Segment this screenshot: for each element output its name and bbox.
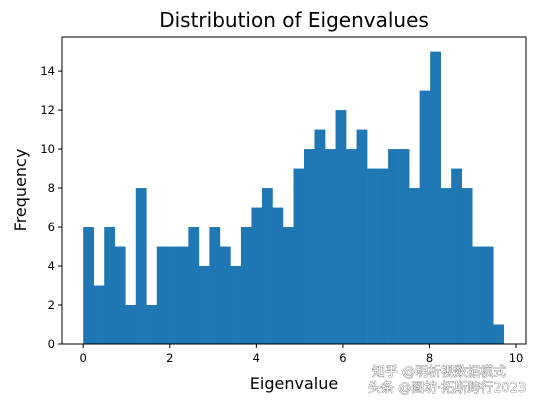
histogram-bar — [461, 188, 473, 344]
histogram-bar — [419, 90, 431, 344]
histogram-bar — [303, 149, 315, 344]
y-tick-label: 14 — [40, 64, 55, 78]
histogram-bar — [325, 149, 336, 344]
histogram-bar — [346, 149, 357, 344]
histogram-bar — [209, 227, 221, 344]
histogram-bar — [440, 188, 452, 344]
watermark-zhihu: 知乎 @明析视数据模式 — [372, 364, 506, 380]
histogram-bar — [367, 168, 378, 344]
histogram-bar — [314, 129, 326, 344]
histogram-bar — [167, 246, 179, 344]
bars-group — [83, 51, 505, 344]
histogram-bar — [93, 285, 105, 344]
histogram-bar — [398, 149, 410, 344]
histogram-bar — [282, 227, 294, 344]
histogram-bar — [409, 188, 420, 344]
histogram-bar — [356, 129, 368, 344]
histogram-bar — [272, 207, 284, 344]
histogram-bar — [472, 246, 484, 344]
histogram-bar — [335, 110, 347, 344]
histogram-bar — [293, 168, 305, 344]
histogram-bar — [156, 246, 168, 344]
histogram-bar — [261, 188, 273, 344]
histogram-bar — [493, 324, 505, 344]
y-tick-label: 8 — [48, 181, 55, 195]
histogram-bar — [104, 227, 116, 344]
y-tick-label: 0 — [48, 337, 55, 351]
histogram-bar — [135, 188, 147, 344]
histogram-bar — [219, 246, 231, 344]
histogram-bar — [388, 149, 399, 344]
histogram-bar — [146, 305, 158, 344]
y-tick-label: 4 — [48, 259, 55, 273]
y-tick-label: 10 — [40, 142, 55, 156]
histogram-bar — [451, 168, 462, 344]
x-tick-label: 6 — [339, 351, 346, 365]
y-tick-label: 2 — [48, 298, 55, 312]
histogram-bar — [188, 227, 200, 344]
histogram-bar — [251, 207, 263, 344]
histogram-bar — [230, 266, 242, 344]
histogram-bar — [114, 246, 126, 344]
histogram-bar — [377, 168, 389, 344]
histogram-bar — [482, 246, 494, 344]
plot-frame — [61, 36, 527, 345]
x-tick-label: 8 — [426, 351, 433, 365]
x-ticks: 0 2 4 6 8 10 — [80, 344, 524, 365]
x-tick-label: 10 — [509, 351, 524, 365]
x-tick-label: 0 — [80, 351, 87, 365]
chart-title: Distribution of Eigenvalues — [159, 8, 429, 32]
histogram-bar — [430, 51, 441, 344]
histogram-bar — [125, 305, 137, 344]
y-ticks: 0 2 4 6 8 10 12 14 — [40, 64, 62, 351]
y-tick-label: 12 — [40, 103, 55, 117]
y-axis-label: Frequency — [11, 149, 30, 232]
histogram-bar — [198, 266, 210, 344]
y-tick-label: 6 — [48, 220, 55, 234]
histogram-bar — [83, 227, 95, 344]
x-tick-label: 4 — [253, 351, 260, 365]
x-tick-label: 2 — [166, 351, 173, 365]
histogram-bar — [240, 227, 252, 344]
watermark-toutiao: 头条 @图坊·拓斯跨行2023 — [368, 380, 526, 396]
x-axis-label: Eigenvalue — [250, 374, 338, 393]
histogram-bar — [177, 246, 189, 344]
